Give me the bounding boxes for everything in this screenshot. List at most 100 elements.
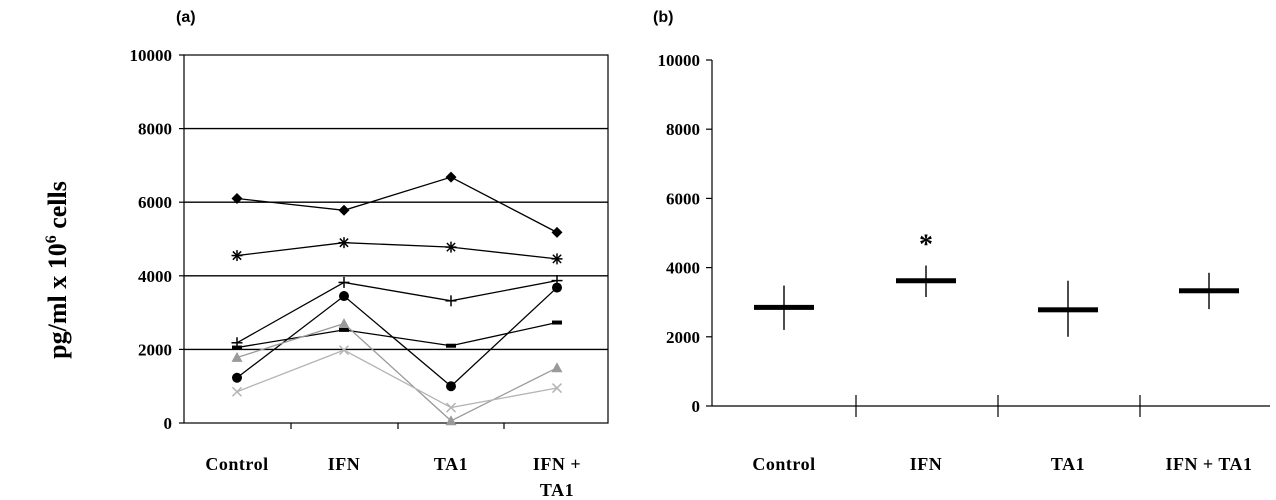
triangle-marker — [338, 318, 350, 329]
panel-b-label: (b) — [653, 9, 673, 26]
panel-b-category-label: Control — [752, 454, 815, 474]
panel-a-data-point — [232, 345, 242, 350]
diamond-marker — [338, 204, 350, 216]
panel-b-significance-annotation: * — [919, 230, 933, 261]
panel-b-chart: (b) 0 2000 4000 6000 8000 10000 Control IFN TA1 I… — [653, 9, 1270, 474]
panel-a-data-point — [231, 351, 243, 362]
panel-a-category-label: IFN — [328, 454, 361, 474]
panel-a-series-path — [236, 349, 558, 409]
panel-a-data-point — [445, 402, 457, 413]
panel-a-y-tick-label: 2000 — [138, 340, 172, 359]
panel-a-data-point — [551, 226, 563, 238]
panel-a-data-point — [338, 204, 350, 216]
panel-b-category-label: IFN + TA1 — [1165, 454, 1252, 474]
panel-a-chart: (a) 0 2000 4000 6000 8000 10000 Control IFN TA1 I… — [130, 9, 609, 500]
panel-a-series-path — [236, 322, 558, 422]
panel-a-series-line — [231, 171, 563, 238]
panel-a-category-label: TA1 — [540, 480, 574, 500]
circle-marker — [339, 291, 349, 302]
panel-a-data-point — [551, 383, 563, 394]
panel-a-label: (a) — [176, 9, 196, 26]
circle-marker — [232, 372, 242, 383]
x-marker-stroke — [231, 386, 243, 397]
panel-a-data-point — [552, 282, 562, 293]
panel-a-data-point — [446, 343, 456, 348]
panel-a-data-point — [338, 237, 350, 249]
panel-a-y-tick-label: 6000 — [138, 193, 172, 212]
panel-b-y-tick-label: 10000 — [658, 51, 701, 70]
panel-b-mean-bar — [1179, 288, 1239, 294]
panel-a-data-point — [338, 345, 350, 356]
panel-a-series-line — [231, 237, 563, 265]
panel-a-series-path — [236, 176, 558, 233]
dash-marker — [339, 327, 349, 332]
panel-a-data-point — [339, 327, 349, 332]
panel-a-data-point — [446, 381, 456, 392]
panel-b-data-point — [1179, 272, 1239, 310]
diamond-marker — [231, 193, 243, 205]
panel-a-category-label: TA1 — [434, 454, 468, 474]
panel-a-data-point — [338, 318, 350, 329]
panel-b-mean-bar — [1038, 307, 1098, 313]
panel-a-series-line — [231, 345, 563, 413]
x-marker-stroke — [551, 383, 563, 394]
panel-a-y-tick-label: 8000 — [138, 120, 172, 139]
panel-b-data-point — [1038, 280, 1098, 337]
asterisk-marker-stroke — [339, 238, 349, 248]
panel-a-data-point — [339, 291, 349, 302]
panel-b-y-tick-label: 2000 — [666, 328, 700, 347]
panel-a-data-point — [231, 250, 243, 262]
diamond-marker — [445, 171, 457, 183]
panel-a-plot-frame — [183, 54, 609, 424]
dash-marker — [446, 343, 456, 348]
panel-a-data-point — [552, 320, 562, 325]
panel-a-series-line — [231, 318, 563, 426]
panel-a-data-point — [231, 386, 243, 397]
panel-a-data-point — [445, 241, 457, 253]
panel-b-category-label: IFN — [910, 454, 943, 474]
x-marker-stroke — [338, 345, 350, 356]
x-marker-stroke — [445, 402, 457, 413]
panel-b-y-tick-label: 4000 — [666, 259, 700, 278]
y-axis-label: pg/ml x 106 cells — [43, 181, 72, 359]
diamond-marker — [551, 226, 563, 238]
circle-marker — [552, 282, 562, 293]
panel-a-category-label: IFN + — [533, 454, 581, 474]
panel-b-y-tick-label: 8000 — [666, 120, 700, 139]
panel-a-data-point — [231, 193, 243, 205]
asterisk-marker-stroke — [232, 250, 242, 261]
asterisk-marker-stroke — [446, 242, 456, 252]
panel-a-data-point — [551, 253, 563, 265]
panel-b-y-tick-label: 0 — [692, 397, 701, 416]
panel-b-category-label: TA1 — [1051, 454, 1085, 474]
panel-a-y-tick-label: 0 — [164, 414, 173, 433]
panel-b-y-tick-label: 6000 — [666, 189, 700, 208]
asterisk-marker-stroke — [552, 254, 562, 264]
panel-b-mean-bar — [896, 278, 956, 284]
circle-marker — [446, 381, 456, 392]
panel-a-series-path — [236, 279, 558, 344]
panel-b-mean-bar — [754, 304, 814, 310]
panel-a-series-line — [232, 320, 562, 350]
panel-a-data-point — [445, 295, 457, 307]
panel-a-data-point — [232, 372, 242, 383]
dash-marker — [232, 345, 242, 350]
panel-a-y-tick-label: 4000 — [138, 267, 172, 286]
triangle-marker — [231, 351, 243, 362]
panel-a-series-path — [236, 287, 558, 388]
triangle-marker — [445, 415, 457, 426]
panel-a-category-label: Control — [205, 454, 268, 474]
panel-a-data-point — [338, 276, 350, 288]
panel-a-series-path — [236, 242, 558, 260]
panel-a-series-line — [232, 282, 562, 392]
dash-marker — [552, 320, 562, 325]
panel-b-data-point — [754, 285, 814, 330]
panel-a-y-tick-label: 10000 — [130, 46, 173, 65]
triangle-marker — [551, 362, 563, 373]
panel-a-data-point — [551, 362, 563, 373]
panel-a-series-path — [236, 321, 558, 349]
panel-a-data-point — [445, 171, 457, 183]
panel-b-data-point: * — [896, 230, 956, 298]
panel-a-data-point — [445, 415, 457, 426]
